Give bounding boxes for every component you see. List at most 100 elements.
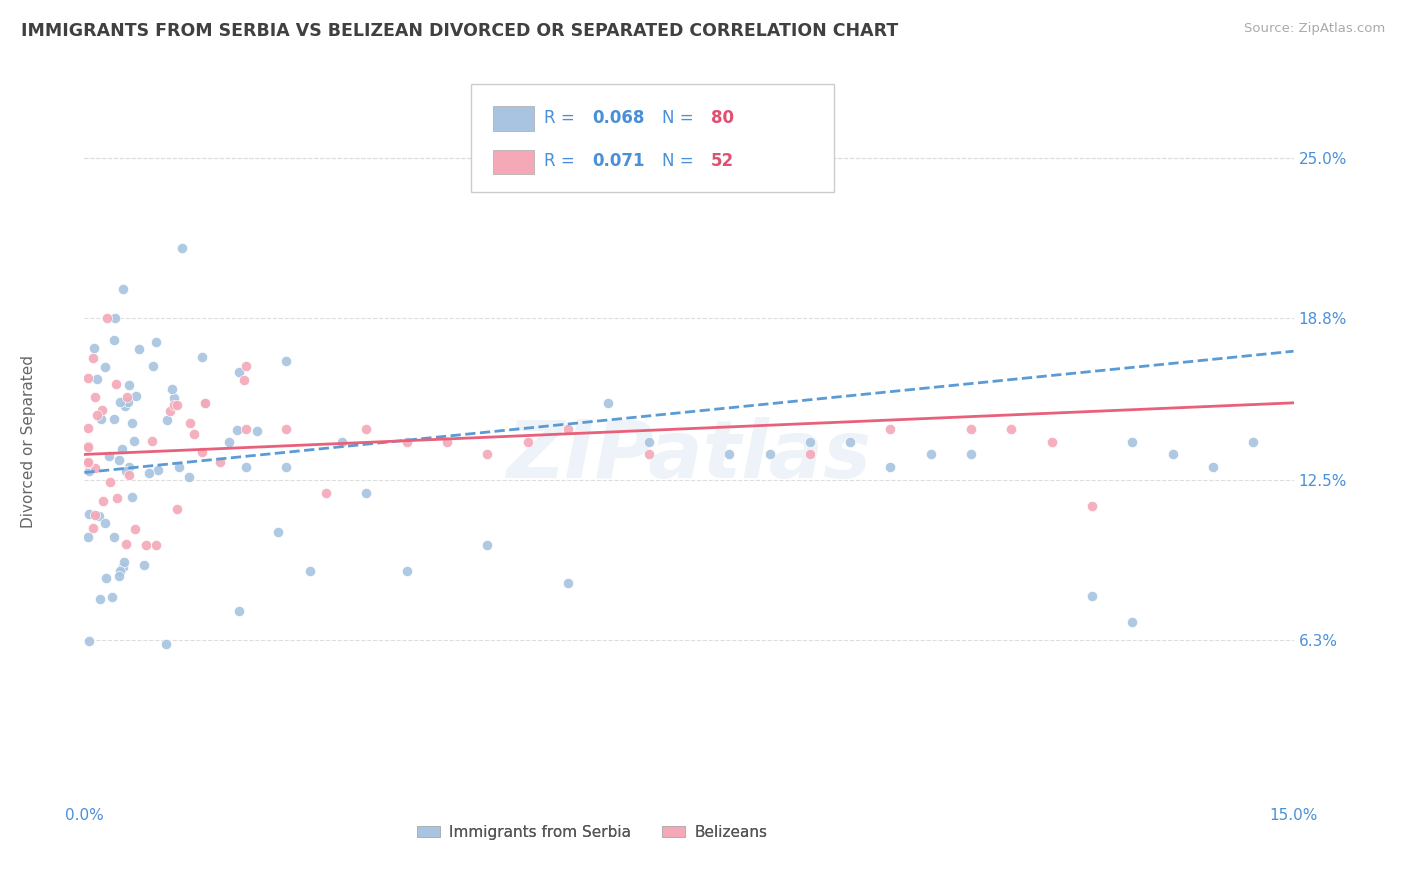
Point <box>128 342 150 356</box>
Point <box>799 434 821 449</box>
FancyBboxPatch shape <box>471 84 834 193</box>
Point <box>159 404 181 418</box>
Point <box>105 491 128 505</box>
Point <box>77 440 100 454</box>
Point <box>879 460 901 475</box>
Point <box>89 591 111 606</box>
Point <box>1000 422 1022 436</box>
Point <box>108 395 131 409</box>
Point <box>117 394 139 409</box>
Point <box>77 507 100 521</box>
Point <box>166 398 188 412</box>
Point <box>101 590 124 604</box>
Point <box>267 525 290 540</box>
Point <box>155 636 177 650</box>
Point <box>516 434 538 449</box>
Point <box>1121 615 1143 630</box>
Point <box>228 604 250 618</box>
Point <box>121 416 143 430</box>
Point <box>1081 590 1104 604</box>
Point <box>108 569 131 583</box>
Point <box>191 445 214 459</box>
Point <box>960 422 983 436</box>
Text: Divorced or Separated: Divorced or Separated <box>21 355 37 528</box>
Point <box>1040 434 1063 449</box>
Point <box>1081 499 1104 513</box>
Point <box>194 396 217 410</box>
Point <box>232 373 254 387</box>
Point <box>91 494 114 508</box>
Point <box>77 439 100 453</box>
Point <box>146 463 169 477</box>
Point <box>86 408 108 422</box>
Point <box>77 633 100 648</box>
Point <box>145 538 167 552</box>
Text: Source: ZipAtlas.com: Source: ZipAtlas.com <box>1244 22 1385 36</box>
Point <box>235 359 257 374</box>
Text: IMMIGRANTS FROM SERBIA VS BELIZEAN DIVORCED OR SEPARATED CORRELATION CHART: IMMIGRANTS FROM SERBIA VS BELIZEAN DIVOR… <box>21 22 898 40</box>
Point <box>118 377 141 392</box>
Point <box>557 422 579 436</box>
Point <box>107 453 129 467</box>
Point <box>98 475 121 489</box>
Point <box>477 538 499 552</box>
Point <box>94 516 117 530</box>
Point <box>110 442 132 456</box>
Point <box>557 576 579 591</box>
Point <box>83 461 105 475</box>
Point <box>170 241 193 255</box>
Point <box>104 310 127 325</box>
Point <box>274 354 297 368</box>
Point <box>96 311 118 326</box>
Point <box>97 449 120 463</box>
Point <box>103 530 125 544</box>
Point <box>1241 434 1264 449</box>
Point <box>235 422 257 436</box>
Point <box>167 459 190 474</box>
Point <box>103 411 125 425</box>
Point <box>77 455 100 469</box>
Point <box>246 424 269 438</box>
Point <box>1121 434 1143 449</box>
Point <box>91 403 114 417</box>
Point <box>86 372 108 386</box>
Point <box>77 530 100 544</box>
Point <box>135 538 157 552</box>
Point <box>330 434 353 449</box>
Point <box>112 555 135 569</box>
Point <box>89 508 111 523</box>
Point <box>121 490 143 504</box>
FancyBboxPatch shape <box>494 106 534 131</box>
Point <box>96 571 118 585</box>
Legend: Immigrants from Serbia, Belizeans: Immigrants from Serbia, Belizeans <box>411 819 773 846</box>
Point <box>122 434 145 448</box>
Point <box>118 467 141 482</box>
Point <box>166 501 188 516</box>
Point <box>103 333 125 347</box>
Point <box>477 447 499 461</box>
Point <box>315 486 337 500</box>
Point <box>82 521 104 535</box>
Point <box>124 522 146 536</box>
Text: ZIPatlas: ZIPatlas <box>506 417 872 495</box>
Point <box>141 434 163 449</box>
Point <box>598 396 620 410</box>
Point <box>208 455 231 469</box>
Point <box>104 376 127 391</box>
Text: R =: R = <box>544 109 579 127</box>
Point <box>235 460 257 475</box>
Point <box>132 558 155 573</box>
Point <box>395 564 418 578</box>
Text: 0.071: 0.071 <box>592 153 645 170</box>
Text: 0.068: 0.068 <box>592 109 644 127</box>
Point <box>145 334 167 349</box>
Point <box>274 422 297 436</box>
Point <box>115 537 138 551</box>
Point <box>138 466 160 480</box>
Point <box>218 434 240 449</box>
Point <box>356 486 378 500</box>
Point <box>718 447 741 461</box>
FancyBboxPatch shape <box>494 150 534 174</box>
Point <box>839 434 862 449</box>
Point <box>920 447 942 461</box>
